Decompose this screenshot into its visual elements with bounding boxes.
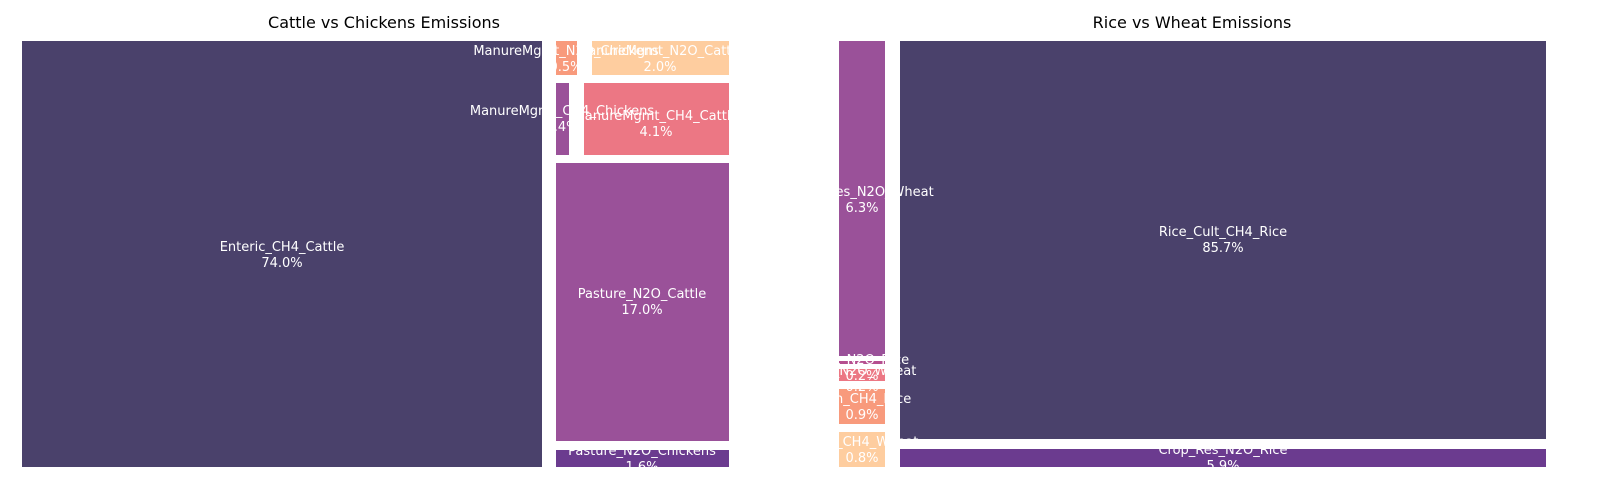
tile-label-rice-cult-ch4-rice: Rice_Cult_CH4_Rice 85.7% [1159,225,1287,256]
tile-pasture-n2o-chickens [556,450,729,467]
tile-fert-n2o-wheat [839,369,885,381]
treemap-rice-wheat: Rice vs Wheat Emissions Crop_Res_N2O_Whea… [790,13,1546,474]
tile-burn-ch4-rice [839,389,885,424]
tile-crop-res-n2o-wheat [839,41,885,356]
chart-title: Cattle vs Chickens Emissions [268,13,500,32]
tile-rice-cult-ch4-rice [900,41,1546,439]
tile-crop-res-n2o-rice [900,449,1546,467]
tile-label-pasture-n2o-chickens: Pasture_N2O_Chickens 1.6% [568,444,716,475]
tile-label-crop-res-n2o-rice: Crop_Res_N2O_Rice 5.9% [1158,443,1287,474]
tile-label-pasture-n2o-cattle: Pasture_N2O_Cattle 17.0% [578,287,706,318]
tile-label-fert-n2o-wheat: Fert_N2O_Wheat 0.2% [808,364,917,395]
tile-manuremgmt-n2o-chickens [556,41,577,75]
tile-label-manuremgmt-n2o-cattle: ManureMgmt_N2O_Cattle 2.0% [577,44,743,75]
tile-label-fert-n2o-rice: Fert_N2O_Rice 0.2% [815,353,909,384]
tile-label-manuremgmt-ch4-cattle: ManureMgmt_CH4_Cattle 4.1% [574,109,739,140]
treemap-cattle-chickens: Cattle vs Chickens Emissions Enteric_CH4_… [22,13,743,475]
tile-pasture-n2o-cattle [556,163,729,441]
tile-label-manuremgmt-ch4-chickens: ManureMgmt_CH4_Chickens 0.4% [470,104,654,135]
tile-manuremgmt-ch4-cattle [584,83,729,155]
tile-manuremgmt-ch4-chickens [556,83,569,155]
tile-enteric-ch4-cattle [22,41,542,467]
tile-label-crop-res-n2o-wheat: Crop_Res_N2O_Wheat 6.3% [790,185,933,216]
tile-label-manuremgmt-n2o-chickens: ManureMgmt_N2O_Chickens 0.5% [473,44,659,75]
tile-manuremgmt-n2o-cattle [592,41,729,75]
tile-label-burn-ch4-rice: Burn_CH4_Rice 0.9% [813,392,911,423]
tile-burn-ch4-wheat [839,432,885,467]
tile-fert-n2o-rice [839,361,885,364]
tile-label-enteric-ch4-cattle: Enteric_CH4_Cattle 74.0% [220,240,345,271]
tile-label-burn-ch4-wheat: Burn_CH4_Wheat 0.8% [806,435,919,466]
chart-title: Rice vs Wheat Emissions [1093,13,1292,32]
